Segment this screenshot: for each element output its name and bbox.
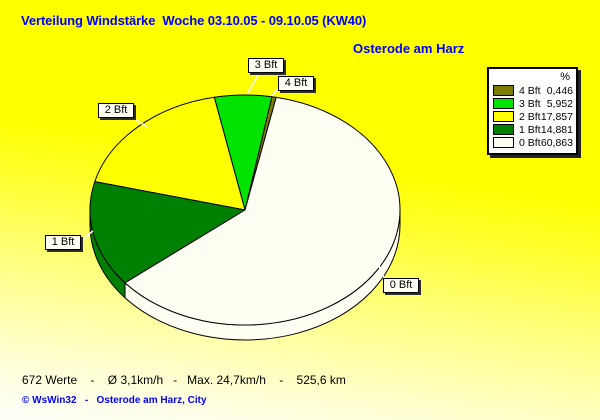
callout-leader-line bbox=[376, 260, 385, 279]
legend-label: 0 Bft bbox=[519, 136, 541, 149]
slice-callout-1bft: 1 Bft bbox=[45, 235, 81, 250]
legend-row: 2 Bft 17,857 bbox=[493, 110, 573, 123]
legend-row: 4 Bft 0,446 bbox=[493, 84, 573, 97]
callout-leader-line bbox=[246, 71, 261, 95]
legend-swatch-3bft bbox=[493, 98, 514, 109]
slice-callout-2bft: 2 Bft bbox=[98, 103, 134, 118]
slice-callout-0bft: 0 Bft bbox=[383, 278, 419, 293]
legend-swatch-0bft bbox=[493, 137, 514, 148]
legend-label: 1 Bft bbox=[519, 123, 541, 136]
slice-callout-4bft: 4 Bft bbox=[278, 76, 314, 91]
legend-row: 3 Bft 5,952 bbox=[493, 97, 573, 110]
legend-row: 0 Bft 60,863 bbox=[493, 136, 573, 149]
legend-value: 14,881 bbox=[540, 123, 573, 136]
legend-value: 0,446 bbox=[546, 84, 573, 97]
chart-legend: % 4 Bft 0,446 3 Bft 5,952 2 Bft 17,857 1… bbox=[487, 67, 578, 155]
legend-swatch-1bft bbox=[493, 124, 514, 135]
stats-line: 672 Werte - Ø 3,1km/h - Max. 24,7km/h - … bbox=[22, 373, 346, 387]
legend-header-percent: % bbox=[560, 71, 570, 83]
legend-swatch-4bft bbox=[493, 85, 514, 96]
chart-title: Verteilung Windstärke Woche 03.10.05 - 0… bbox=[21, 13, 367, 28]
legend-label: 4 Bft bbox=[519, 84, 541, 97]
legend-label: 3 Bft bbox=[519, 97, 541, 110]
copyright-line: © WsWin32 - Osterode am Harz, City bbox=[22, 395, 207, 406]
callout-leader-line bbox=[81, 230, 94, 241]
legend-value: 60,863 bbox=[540, 136, 573, 149]
pie-slice-0bft bbox=[124, 96, 401, 326]
legend-label: 2 Bft bbox=[519, 110, 541, 123]
legend-value: 17,857 bbox=[540, 110, 573, 123]
callout-leader-line bbox=[131, 116, 148, 128]
slice-callout-3bft: 3 Bft bbox=[248, 58, 284, 73]
legend-row: 1 Bft 14,881 bbox=[493, 123, 573, 136]
pie-slice-2bft bbox=[94, 96, 246, 211]
pie-slice-1bft bbox=[89, 181, 246, 284]
legend-value: 5,952 bbox=[546, 97, 573, 110]
station-name: Osterode am Harz bbox=[353, 41, 465, 56]
legend-swatch-2bft bbox=[493, 111, 514, 122]
